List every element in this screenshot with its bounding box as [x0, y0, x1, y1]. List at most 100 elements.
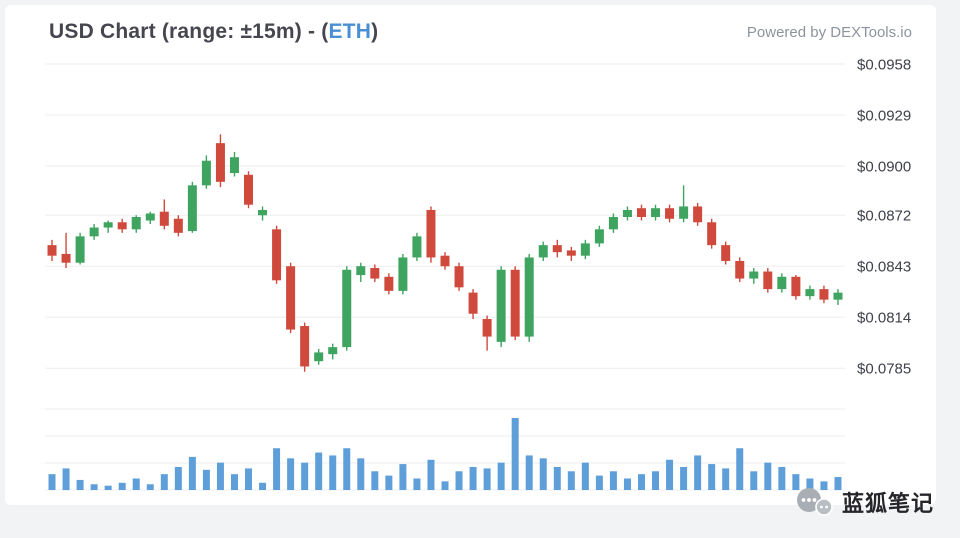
volume-bar[interactable]: [399, 464, 407, 490]
volume-bar[interactable]: [188, 456, 196, 490]
candle-up[interactable]: [594, 229, 604, 244]
candle-up[interactable]: [314, 352, 324, 362]
volume-bar[interactable]: [160, 474, 168, 490]
volume-bar[interactable]: [301, 462, 309, 490]
volume-bar[interactable]: [245, 468, 253, 490]
volume-bar[interactable]: [609, 471, 617, 490]
volume-bar[interactable]: [48, 474, 56, 490]
volume-bar[interactable]: [230, 474, 238, 490]
candle-down[interactable]: [384, 276, 394, 291]
volume-bar[interactable]: [76, 479, 84, 490]
volume-bar[interactable]: [174, 466, 182, 490]
volume-bar[interactable]: [315, 452, 323, 490]
volume-bar[interactable]: [637, 474, 645, 490]
candle-up[interactable]: [833, 292, 843, 300]
volume-bar[interactable]: [820, 481, 828, 490]
candle-down[interactable]: [440, 255, 450, 267]
candle-up[interactable]: [805, 289, 815, 297]
candle-down[interactable]: [117, 222, 127, 230]
volume-bar[interactable]: [273, 448, 281, 490]
volume-bar[interactable]: [567, 471, 575, 490]
candle-down[interactable]: [482, 319, 492, 337]
candle-up[interactable]: [131, 217, 141, 230]
volume-bar[interactable]: [483, 468, 491, 490]
volume-bar[interactable]: [441, 481, 449, 490]
candle-down[interactable]: [286, 266, 296, 330]
candle-down[interactable]: [721, 245, 731, 261]
candle-up[interactable]: [749, 271, 759, 279]
volume-bar[interactable]: [216, 462, 224, 490]
volume-bar[interactable]: [132, 478, 140, 490]
candle-up[interactable]: [328, 347, 338, 355]
volume-bar[interactable]: [708, 464, 716, 490]
candle-down[interactable]: [636, 208, 646, 217]
volume-bar[interactable]: [750, 471, 758, 490]
volume-bar[interactable]: [736, 448, 744, 490]
candle-down[interactable]: [707, 222, 717, 246]
volume-bar[interactable]: [680, 466, 688, 490]
volume-bar[interactable]: [104, 485, 112, 490]
candle-up[interactable]: [412, 236, 422, 258]
volume-bar[interactable]: [666, 459, 674, 490]
candle-down[interactable]: [566, 250, 576, 256]
candle-up[interactable]: [89, 227, 99, 237]
candle-down[interactable]: [454, 266, 464, 288]
volume-bar[interactable]: [525, 455, 533, 490]
volume-bar[interactable]: [581, 462, 589, 490]
candle-down[interactable]: [468, 292, 478, 314]
volume-bar[interactable]: [146, 484, 154, 490]
candle-up[interactable]: [145, 213, 155, 221]
volume-bar[interactable]: [329, 455, 337, 490]
candle-up[interactable]: [103, 222, 113, 228]
candle-down[interactable]: [819, 289, 829, 300]
volume-bar[interactable]: [287, 458, 295, 490]
volume-bar[interactable]: [118, 482, 126, 490]
candle-up[interactable]: [524, 257, 534, 337]
volume-bar[interactable]: [202, 469, 210, 490]
volume-bar[interactable]: [595, 475, 603, 490]
candle-up[interactable]: [679, 206, 689, 219]
candle-down[interactable]: [693, 206, 703, 223]
candle-up[interactable]: [187, 185, 197, 232]
volume-bar[interactable]: [357, 458, 365, 490]
powered-by-dextools-link[interactable]: Powered by DEXTools.io: [746, 24, 912, 41]
volume-bar[interactable]: [259, 482, 267, 490]
volume-bar[interactable]: [90, 484, 98, 490]
volume-bar[interactable]: [806, 478, 814, 490]
candle-down[interactable]: [159, 211, 169, 226]
candle-up[interactable]: [75, 236, 85, 263]
volume-bar[interactable]: [413, 478, 421, 490]
candle-down[interactable]: [300, 326, 310, 367]
volume-bar[interactable]: [427, 459, 435, 490]
candle-up[interactable]: [258, 209, 268, 216]
volume-bar[interactable]: [722, 468, 730, 490]
candle-up[interactable]: [622, 209, 632, 217]
volume-bar[interactable]: [511, 418, 519, 490]
volume-bar[interactable]: [371, 471, 379, 490]
candle-down[interactable]: [426, 209, 436, 258]
volume-bar[interactable]: [792, 474, 800, 490]
candle-down[interactable]: [552, 245, 562, 253]
volume-bar[interactable]: [385, 475, 393, 490]
volume-bar[interactable]: [497, 462, 505, 490]
volume-bar[interactable]: [455, 471, 463, 490]
volume-bar[interactable]: [764, 462, 772, 490]
candle-up[interactable]: [651, 208, 661, 217]
volume-bar[interactable]: [694, 455, 702, 490]
candle-up[interactable]: [342, 269, 352, 348]
candle-up[interactable]: [398, 257, 408, 291]
candle-down[interactable]: [763, 271, 773, 290]
candle-down[interactable]: [272, 229, 282, 281]
candle-up[interactable]: [608, 217, 618, 230]
volume-bar[interactable]: [652, 471, 660, 490]
candle-up[interactable]: [356, 266, 366, 276]
candle-up[interactable]: [229, 157, 239, 174]
candle-up[interactable]: [538, 245, 548, 258]
candle-down[interactable]: [665, 208, 675, 219]
volume-bar[interactable]: [469, 466, 477, 490]
candle-down[interactable]: [791, 276, 801, 297]
volume-bar[interactable]: [62, 468, 70, 490]
candle-down[interactable]: [370, 268, 380, 279]
candle-down[interactable]: [47, 245, 57, 256]
